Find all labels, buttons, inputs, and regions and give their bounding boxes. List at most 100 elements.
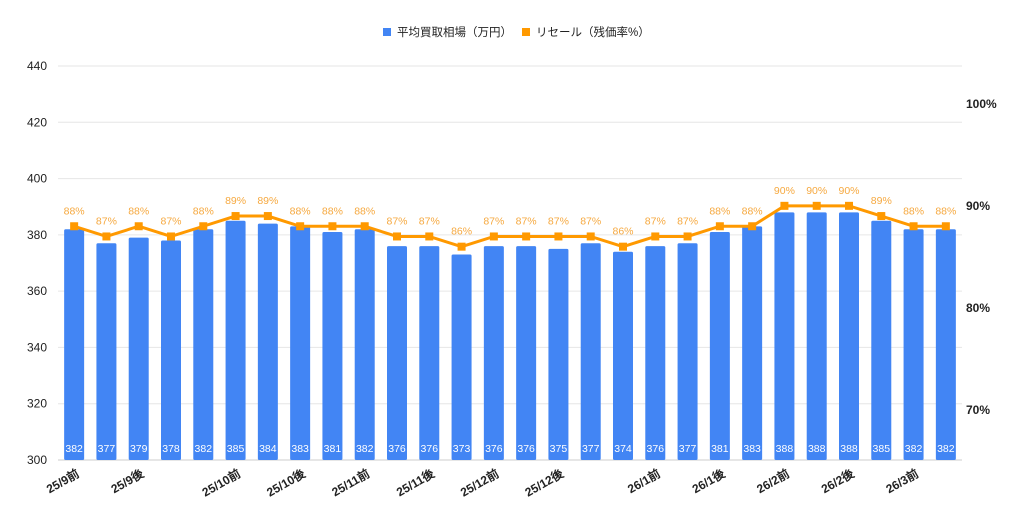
line-point bbox=[360, 222, 369, 231]
line-point bbox=[845, 201, 853, 210]
bar-value-label: 382 bbox=[937, 443, 955, 455]
line-value-label: 88% bbox=[290, 205, 311, 217]
line-point bbox=[393, 232, 401, 241]
line-value-label: 87% bbox=[548, 215, 569, 227]
line-value-label: 88% bbox=[709, 205, 730, 217]
bar bbox=[96, 243, 117, 460]
bar-value-label: 374 bbox=[614, 443, 632, 455]
line-point bbox=[683, 232, 692, 241]
bar bbox=[709, 232, 730, 460]
line-point bbox=[812, 201, 821, 210]
x-tick-label: 26/2前 bbox=[754, 466, 792, 497]
bar bbox=[774, 212, 795, 460]
bar bbox=[742, 226, 763, 460]
bar bbox=[64, 229, 85, 460]
line-point bbox=[619, 242, 627, 251]
x-tick-label: 25/12後 bbox=[522, 465, 567, 500]
bar bbox=[613, 251, 633, 460]
bar-value-label: 376 bbox=[647, 443, 665, 455]
bar bbox=[580, 243, 601, 460]
bar-value-label: 378 bbox=[162, 443, 180, 455]
line-value-label: 86% bbox=[451, 226, 472, 238]
bar bbox=[483, 246, 504, 460]
bar-value-label: 376 bbox=[388, 443, 406, 455]
bar bbox=[225, 220, 246, 460]
bar bbox=[290, 226, 311, 460]
line-point bbox=[941, 222, 950, 231]
bar-value-label: 388 bbox=[776, 443, 794, 455]
bar-value-label: 382 bbox=[65, 443, 83, 455]
legend-label-bar: 平均買取相場（万円） bbox=[397, 26, 512, 39]
y-right-tick-label: 90% bbox=[966, 199, 990, 213]
line-value-label: 89% bbox=[871, 195, 892, 207]
legend-swatch-bar bbox=[383, 28, 391, 36]
line-point bbox=[457, 242, 466, 251]
line-point bbox=[909, 222, 918, 231]
x-tick-label: 26/2後 bbox=[818, 465, 857, 496]
y-left-tick-label: 380 bbox=[27, 228, 47, 242]
line-value-label: 88% bbox=[193, 205, 214, 217]
y-right-tick-label: 80% bbox=[966, 301, 990, 315]
y-left-tick-label: 340 bbox=[27, 340, 47, 354]
line-point bbox=[554, 232, 563, 241]
line-value-label: 87% bbox=[483, 215, 504, 227]
bar-value-label: 388 bbox=[808, 443, 826, 455]
x-tick-label: 26/1前 bbox=[625, 466, 663, 497]
line-value-label: 88% bbox=[742, 205, 763, 217]
legend-label-line: リセール（残価率%） bbox=[536, 25, 650, 39]
line-point bbox=[231, 212, 240, 221]
bar-value-label: 383 bbox=[743, 443, 761, 455]
bar bbox=[451, 254, 472, 460]
bar bbox=[839, 212, 859, 460]
bar-value-label: 382 bbox=[356, 443, 374, 455]
legend: 平均買取相場（万円） リセール（残価率%） bbox=[383, 25, 650, 39]
line-value-label: 87% bbox=[580, 215, 601, 227]
bar bbox=[387, 246, 407, 460]
bar-value-label: 381 bbox=[711, 443, 729, 455]
y-left-tick-label: 420 bbox=[27, 115, 47, 129]
bar-value-label: 373 bbox=[453, 443, 471, 455]
x-tick-label: 25/10前 bbox=[199, 466, 243, 500]
line-point bbox=[748, 222, 757, 231]
y-left-tick-label: 400 bbox=[27, 172, 47, 186]
x-tick-label: 25/9前 bbox=[44, 466, 82, 497]
bar-value-label: 384 bbox=[259, 443, 277, 455]
bar-value-label: 375 bbox=[550, 443, 568, 455]
bar bbox=[516, 246, 537, 460]
line-point bbox=[651, 232, 660, 241]
bar-value-label: 377 bbox=[679, 443, 697, 455]
x-tick-label: 26/3前 bbox=[883, 466, 921, 497]
x-tick-label: 25/12前 bbox=[457, 466, 501, 500]
bar-value-label: 377 bbox=[582, 443, 600, 455]
bar bbox=[806, 212, 827, 460]
bar bbox=[871, 220, 892, 460]
bar-value-label: 382 bbox=[905, 443, 923, 455]
bar-value-label: 376 bbox=[517, 443, 535, 455]
x-tick-label: 25/9後 bbox=[108, 465, 147, 496]
bar-value-label: 385 bbox=[227, 443, 245, 455]
bar bbox=[322, 232, 343, 460]
x-tick-label: 25/10後 bbox=[264, 465, 309, 500]
bar bbox=[257, 223, 278, 460]
line-value-label: 89% bbox=[257, 195, 278, 207]
line-value-label: 87% bbox=[96, 215, 117, 227]
line-point bbox=[522, 232, 531, 241]
line-value-label: 88% bbox=[903, 205, 924, 217]
bar-value-label: 385 bbox=[873, 443, 891, 455]
bar-value-label: 377 bbox=[98, 443, 116, 455]
line-value-label: 90% bbox=[838, 185, 859, 197]
bar bbox=[677, 243, 698, 460]
y-right-tick-label: 70% bbox=[966, 403, 990, 417]
line-point bbox=[328, 222, 337, 231]
bar bbox=[354, 229, 375, 460]
bar bbox=[645, 246, 666, 460]
line-point bbox=[70, 222, 79, 231]
x-tick-label: 26/1後 bbox=[689, 465, 728, 496]
line-value-label: 89% bbox=[225, 195, 246, 207]
line-point bbox=[263, 212, 272, 221]
x-tick-label: 25/11後 bbox=[393, 465, 437, 499]
line-value-label: 87% bbox=[645, 215, 666, 227]
y-right-tick-label: 100% bbox=[966, 97, 997, 111]
line-value-label: 88% bbox=[935, 205, 956, 217]
